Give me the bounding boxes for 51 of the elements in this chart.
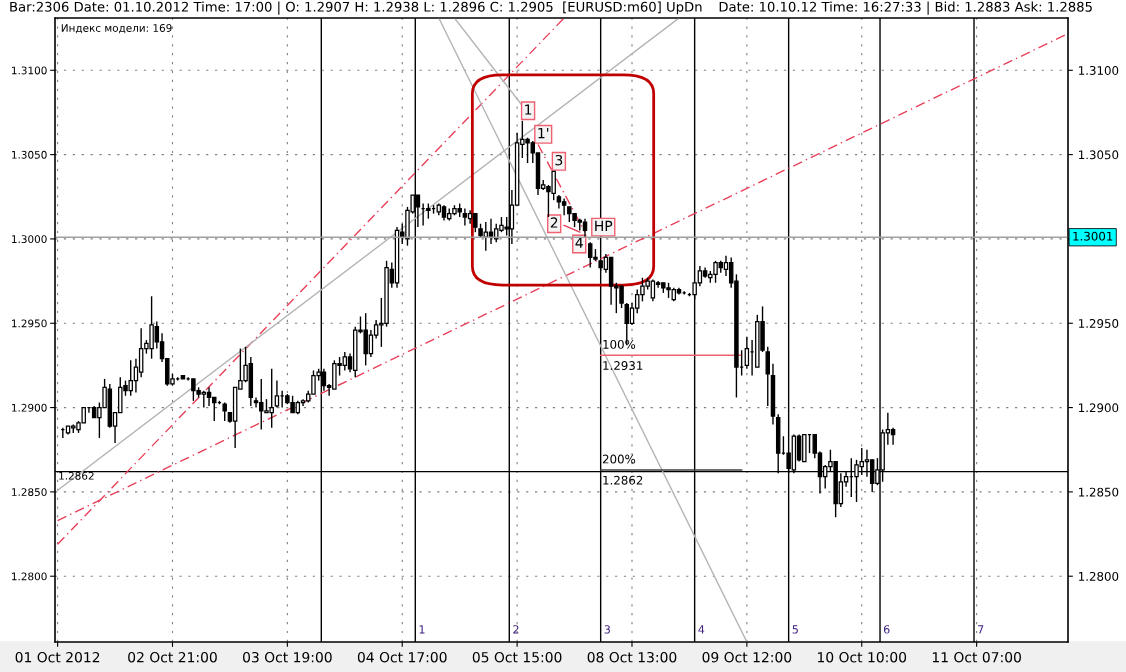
y-tick-label: 1.3050 (12, 150, 47, 159)
annotation: Индекс модели: 169 (61, 24, 172, 34)
y2-tick-label: 1.2950 (1079, 318, 1119, 328)
annotation: 2 (550, 217, 558, 228)
y-tick-label: 1.3100 (12, 66, 47, 75)
candlestick (765, 346, 770, 407)
y2-tick-label: 1.3100 (1079, 66, 1119, 75)
annotation: HP (595, 220, 613, 231)
annotation: 1.2931 (603, 361, 643, 370)
y2-tick-label: 1.2900 (1079, 403, 1119, 413)
y-tick-label: 1.2800 (12, 572, 47, 581)
y-tick-label: 1.2900 (12, 403, 47, 412)
text: Bar:2306 Date: 01.10.2012 Time: 17:00 | O: 1.2907 H: 1.2938 L: 1.2896 C: 1.2905 [EURUSD:m60] UpDn (10, 1, 702, 15)
annotation: 200% (602, 454, 636, 464)
y2-tick-label: 1.3050 (1079, 150, 1119, 160)
candlestick (582, 217, 588, 238)
ref-line-label: 1.2862 (59, 471, 94, 480)
annotation: 1.2862 (603, 475, 643, 485)
x-tick-label: 11 Oct 07:00 (932, 651, 1021, 663)
annotation: 6 (883, 625, 890, 634)
y2-tick-label: 1.2800 (1079, 571, 1119, 581)
ref-line-label: 1.3001 (1073, 231, 1113, 241)
candlestick (274, 379, 280, 409)
x-tick-label: 05 Oct 15:00 (472, 651, 562, 663)
text: Date: 10.10.12 Time: 16:27:33 | Bid: 1.2883 Ask: 1.2885 (719, 1, 1092, 15)
x-tick-label: 02 Oct 21:00 (128, 651, 217, 663)
x-tick-label: 10 Oct 10:00 (818, 651, 907, 663)
annotation: 1' (538, 128, 549, 139)
x-tick-label: 08 Oct 13:00 (587, 651, 677, 663)
y-tick-label: 1.3000 (12, 235, 47, 244)
annotation: 5 (792, 625, 798, 634)
annotation: 2 (513, 625, 519, 634)
annotation: 4 (698, 625, 705, 634)
annotation: 100% (603, 339, 636, 349)
candlestick (561, 197, 567, 217)
y-tick-label: 1.2950 (12, 319, 47, 328)
candlestick (744, 336, 750, 370)
annotation: 3 (555, 154, 563, 166)
y-tick-label: 1.2850 (12, 488, 47, 497)
candlestick (462, 207, 468, 227)
annotation: 4 (575, 237, 583, 248)
x-tick-label: 03 Oct 19:00 (243, 651, 332, 663)
annotation: 1 (525, 104, 532, 115)
y2-tick-label: 1.2850 (1079, 487, 1119, 497)
annotation: 3 (604, 625, 610, 634)
x-tick-label: 09 Oct 12:00 (702, 651, 792, 663)
x-tick-label: 04 Oct 17:00 (357, 651, 447, 663)
candlestick (222, 401, 227, 422)
annotation: 7 (978, 625, 984, 634)
annotation: 1 (419, 625, 425, 634)
x-tick-label: 01 Oct 2012 (15, 651, 100, 663)
